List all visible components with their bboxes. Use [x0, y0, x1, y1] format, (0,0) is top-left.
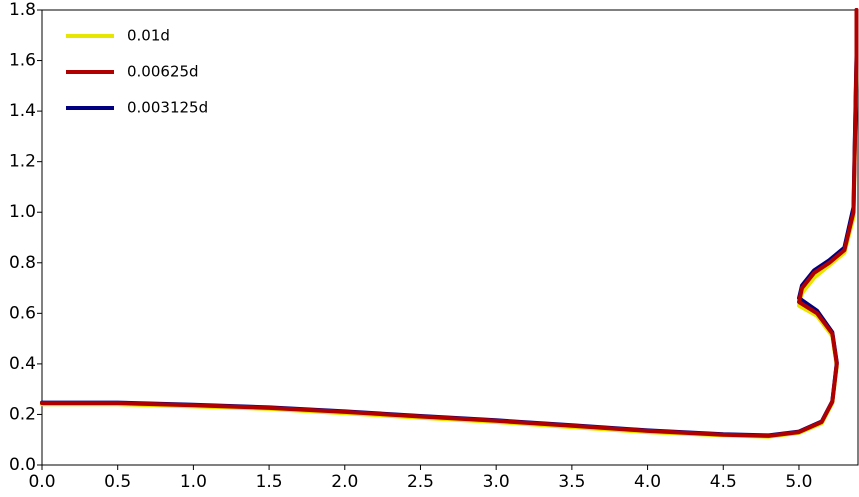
x-tick-label: 1.0 [180, 472, 207, 492]
y-tick-label: 1.2 [9, 152, 36, 172]
x-tick-label: 0.5 [104, 472, 131, 492]
legend-label: 0.00625d [127, 63, 199, 81]
legend-label: 0.003125d [127, 99, 208, 117]
x-tick-label: 3.5 [558, 472, 585, 492]
x-tick-label: 4.5 [710, 472, 737, 492]
y-tick-label: 1.0 [9, 202, 36, 222]
y-tick-label: 0.8 [9, 253, 36, 273]
y-tick-label: 1.6 [9, 51, 36, 71]
x-tick-label: 4.0 [634, 472, 661, 492]
y-tick-label: 0.0 [9, 455, 36, 475]
legend-label: 0.01d [127, 27, 170, 45]
y-tick-label: 1.8 [9, 0, 36, 20]
y-tick-label: 0.4 [9, 354, 36, 374]
x-tick-label: 2.0 [331, 472, 358, 492]
x-tick-label: 2.5 [407, 472, 434, 492]
x-tick-label: 3.0 [483, 472, 510, 492]
y-tick-label: 0.6 [9, 303, 36, 323]
plot-frame [41, 9, 859, 466]
y-tick-label: 1.4 [9, 101, 36, 121]
x-tick-label: 1.5 [256, 472, 283, 492]
x-tick-label: 0.0 [28, 472, 55, 492]
series-line [40, 8, 859, 438]
x-tick-label: 5.0 [785, 472, 812, 492]
y-tick-label: 0.2 [9, 404, 36, 424]
